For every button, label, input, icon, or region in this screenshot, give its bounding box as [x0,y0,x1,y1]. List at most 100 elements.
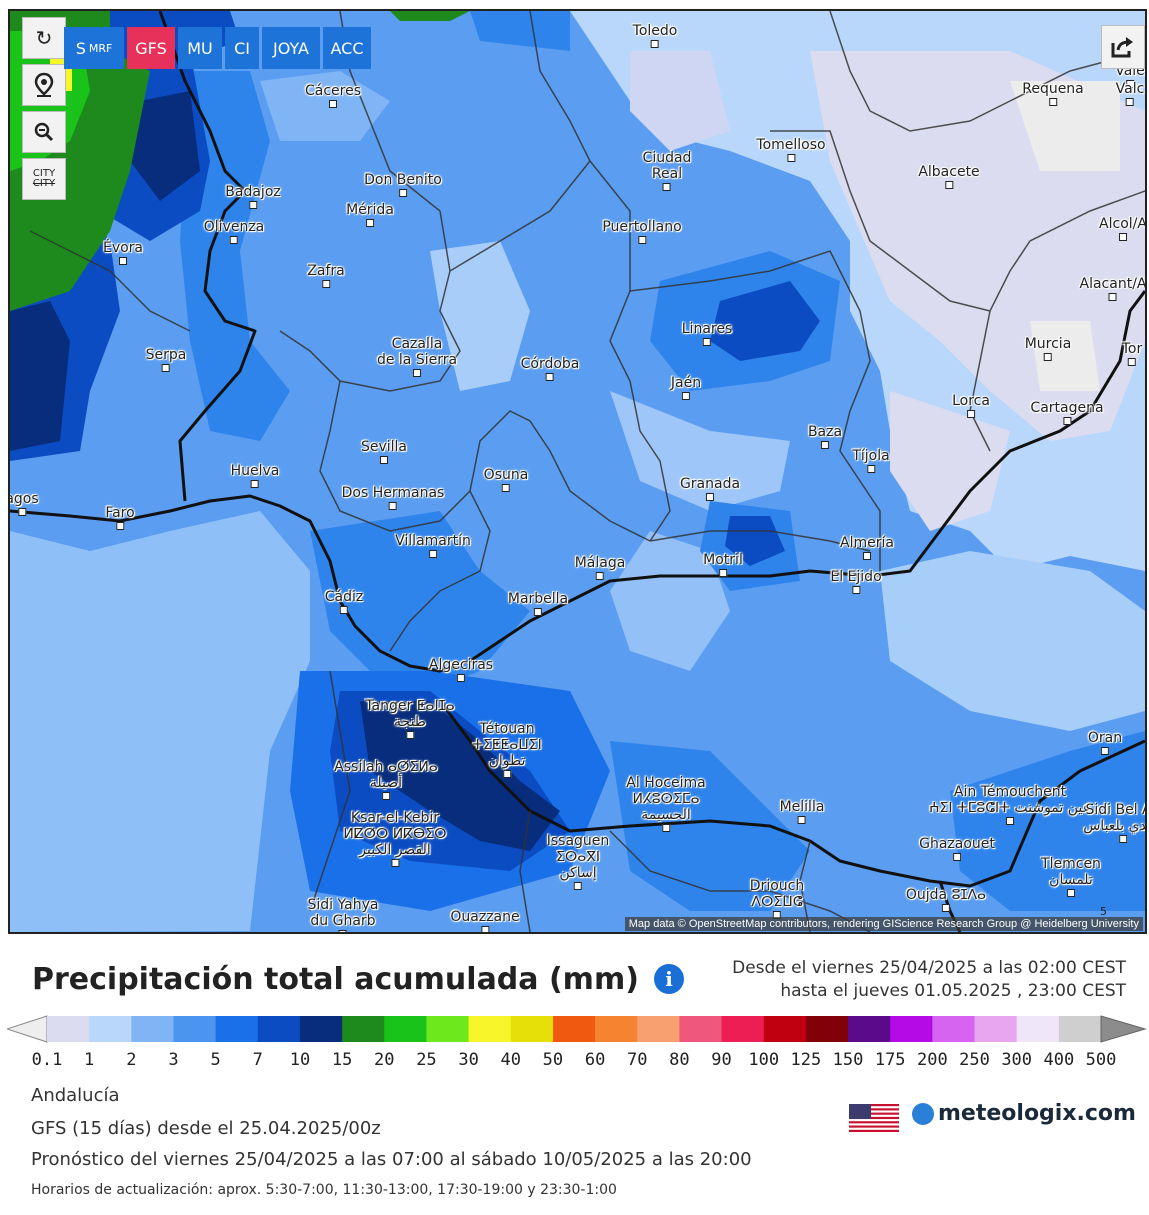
brand-logo[interactable]: meteologix.com [912,1101,1136,1126]
city-name: Requena [1022,81,1084,97]
city-name: Cazalla de la Sierra [376,336,458,368]
city-name: Motril [703,552,743,568]
city-marker [718,569,727,577]
city-label: Tanger ⵟⴰⵏⵊⴰ طنجة [365,698,455,739]
scale-swatch [384,1016,427,1042]
city-name: Zafra [307,263,345,279]
zoom-button[interactable] [22,111,66,153]
model-label: JOYA [273,38,309,58]
model-button-mu[interactable]: MU [178,27,222,69]
model-button-gfs[interactable]: GFS [127,27,175,69]
city-marker [248,201,257,209]
model-label: GFS [135,38,167,58]
city-name: Tíjola [852,448,890,464]
info-icon[interactable]: i [654,964,684,994]
city-name: Al Hoceima ⵍⵃⵓⵙⵉⵎⴰ الحسيمة [626,775,706,823]
city-name: Algeciras [428,657,494,673]
precipitation-map[interactable]: Toledo Cáceres Requena Vale Valc Ciudad Real T… [8,9,1147,934]
city-label: Baza [808,424,842,449]
scale-swatch [637,1016,680,1042]
scale-tick-label: 500 [1085,1050,1117,1070]
city-marker [573,882,582,890]
city-toggle-button[interactable]: CITY CITY [22,158,66,200]
scale-tick-label: 300 [1001,1050,1033,1070]
city-marker [1126,98,1134,106]
city-marker [17,508,26,516]
scale-tick-label: 60 [584,1050,606,1070]
city-label-top: CITY [32,168,56,179]
city-name: Sidi Bel Ab سيدي بلعباس [1083,802,1147,834]
city-name: Albacete [918,164,980,180]
city-label: Huelva [231,463,279,488]
city-label: Sidi Bel Ab سيدي بلعباس [1083,802,1147,843]
city-marker [390,859,399,867]
city-marker [953,853,961,861]
city-label: Marbella [508,591,568,616]
zoom-icon [34,122,54,142]
city-marker [1125,80,1134,88]
location-button[interactable] [22,64,66,106]
scale-tick-label: 50 [542,1050,564,1070]
scale-tick-label: 25 [416,1050,437,1070]
city-name: Évora [102,240,144,256]
scale-swatch [848,1016,891,1042]
city-label: Murcia [1025,336,1071,361]
city-label: Albacete [918,164,980,189]
city-label: Requena [1022,81,1084,106]
scale-tick-label: 7 [252,1050,263,1070]
city-marker [1005,817,1014,825]
city-label: Linares [682,321,732,346]
model-button-s[interactable]: S MRF [64,27,124,69]
city-marker [1043,353,1052,361]
city-name: Granada [679,476,741,492]
city-marker [534,608,542,616]
city-name: Toledo [632,23,678,39]
city-label: Motril [703,552,743,577]
scale-swatch [974,1016,1018,1042]
city-marker [230,236,238,244]
city-label: Zafra [307,263,345,288]
scale-swatch [552,1016,596,1042]
model-label: S [75,38,86,58]
scale-tick-label: 400 [1043,1050,1075,1070]
city-name: Tomelloso [756,137,826,153]
city-label: Villamartín [395,533,471,558]
city-name: El Ejido [830,569,882,585]
map-pin-icon [34,72,54,97]
model-button-ci[interactable]: CI [225,27,259,69]
scale-tick-label: 15 [331,1050,353,1070]
scale-swatch [215,1016,259,1042]
model-button-acc[interactable]: ACC [323,27,371,69]
city-label: Osuna [484,467,528,492]
scale-tick-label: 175 [874,1050,906,1070]
model-label: ACC [330,38,364,58]
city-marker [457,674,465,682]
scale-tick-label: 90 [711,1050,732,1070]
usa-flag-icon[interactable] [849,1104,899,1132]
city-label: Oran [1088,730,1122,755]
city-name: Málaga [574,555,626,571]
city-marker [941,904,950,912]
city-name: agos [8,491,39,507]
scale-swatch [342,1016,385,1042]
refresh-button[interactable]: ↻ [22,17,66,59]
share-button[interactable] [1101,25,1145,69]
city-marker [119,257,127,265]
scale-swatch [679,1016,723,1042]
model-button-joya[interactable]: JOYA [262,27,320,69]
scale-tick-label: 40 [500,1050,521,1070]
city-label: Alcol/A [1099,216,1145,241]
forecast-range: Pronóstico del viernes 25/04/2025 a las … [31,1149,752,1170]
city-marker [662,183,671,191]
city-label: Oujda ⵓⵊⴷⴰ [906,887,986,912]
city-label: Olivenza [204,219,264,244]
scale-tick-label: 200 [917,1050,948,1070]
city-label: Tor [1122,341,1142,366]
scale-tick-label: 5 [210,1050,221,1070]
city-marker [596,572,604,580]
city-label: Évora [103,240,143,265]
city-label: Melilla [780,799,824,824]
city-label: Alacant/A [1080,276,1145,301]
city-label: Puertollano [602,219,682,244]
color-scale-labels: 0.1 1 2 3 5 7 10 15 20 25 30 40 50 60 70 80 90 100 125 150 1… [0,1050,1149,1076]
